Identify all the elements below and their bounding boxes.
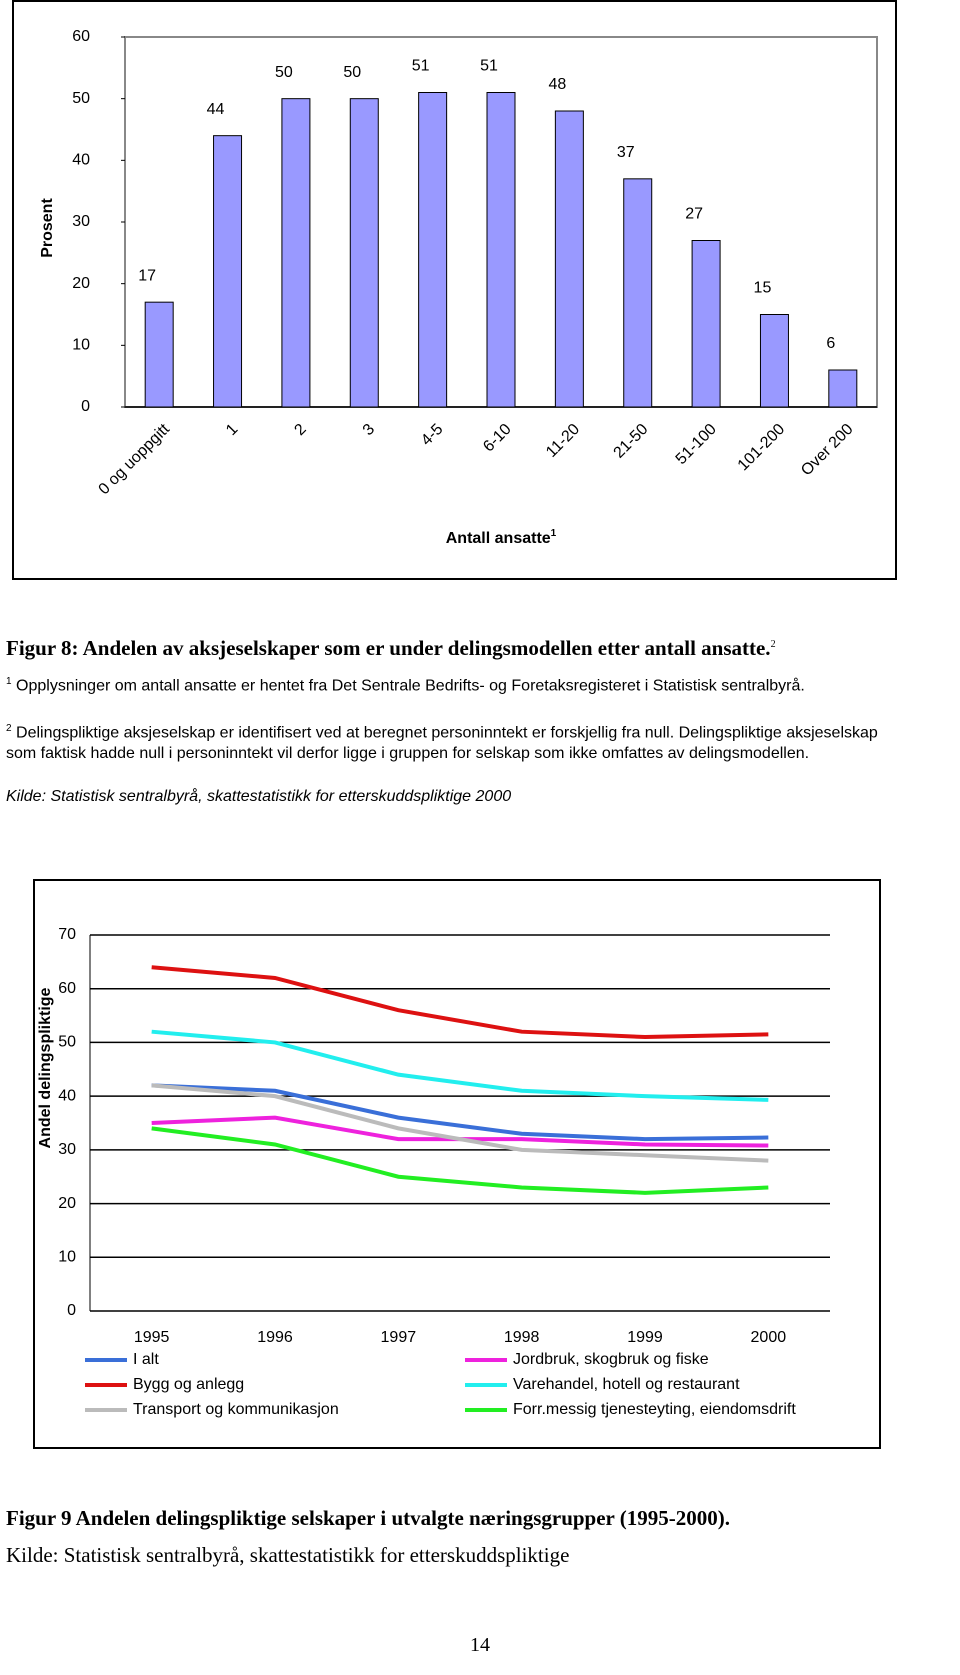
x-tick-label: 1997 xyxy=(381,1329,417,1346)
bar xyxy=(213,135,243,408)
x-tick-label: 51-100 xyxy=(673,421,720,468)
series-line xyxy=(151,1083,769,1142)
x-tick-label: 4-5 xyxy=(418,421,446,449)
legend-label: Bygg og anlegg xyxy=(133,1376,244,1393)
y-tick-label: 60 xyxy=(58,980,76,997)
figure-caption: Figur 9 Andelen delingspliktige selskape… xyxy=(6,1500,906,1574)
figure-caption: Figur 8: Andelen av aksjeselskaper som e… xyxy=(6,636,906,661)
source-note: Kilde: Statistisk sentralbyrå, skattesta… xyxy=(6,788,512,805)
footnote-text: Delingspliktige aksjeselskap er identifi… xyxy=(6,724,878,763)
y-axis-title: Andel delingspliktige xyxy=(37,987,54,1148)
x-tick-label: 11-20 xyxy=(543,421,583,461)
bar xyxy=(144,301,174,408)
y-tick-label: 40 xyxy=(58,1087,76,1104)
legend-label: Varehandel, hotell og restaurant xyxy=(513,1376,740,1393)
bar xyxy=(828,369,858,408)
bar-chart: 0 10 20 30 40 50 60 17 0 og uoppgitt 44 1 50 2 50 3 51 4… xyxy=(12,0,897,580)
bar xyxy=(759,314,789,408)
x-tick-label: 3 xyxy=(360,421,378,439)
y-tick-label: 10 xyxy=(58,1249,76,1266)
series-line xyxy=(151,1083,769,1163)
y-axis-title: Prosent xyxy=(39,198,56,258)
x-tick-label: Over 200 xyxy=(798,421,857,480)
footnote-marker: 2 xyxy=(770,639,776,650)
chart-frame xyxy=(12,0,897,580)
series-line xyxy=(151,1029,769,1102)
x-tick-label: 1996 xyxy=(257,1329,293,1346)
y-tick-label: 50 xyxy=(72,90,90,107)
bar xyxy=(349,98,379,408)
y-tick-label: 20 xyxy=(72,275,90,292)
bar xyxy=(623,178,653,408)
y-tick-label: 30 xyxy=(58,1141,76,1158)
value-label: 17 xyxy=(138,267,156,284)
x-axis-title-text: Antall ansatte xyxy=(446,530,551,547)
x-axis-title: Antall ansatte1 xyxy=(446,528,557,548)
x-tick-label: 101-200 xyxy=(735,421,789,475)
footnote-marker: 2 xyxy=(6,723,12,734)
value-label: 50 xyxy=(275,64,293,81)
y-tick-label: 70 xyxy=(58,926,76,943)
x-tick-label: 1 xyxy=(223,421,241,439)
series-line xyxy=(151,1126,769,1195)
chart-frame xyxy=(33,879,881,1449)
x-tick-label: 21-50 xyxy=(611,421,652,462)
series-line xyxy=(151,965,769,1040)
x-tick-label: 1998 xyxy=(504,1329,540,1346)
y-tick-label: 30 xyxy=(72,213,90,230)
value-label: 44 xyxy=(207,101,225,118)
bar xyxy=(554,110,584,408)
value-label: 37 xyxy=(617,144,635,161)
source-note: Kilde: Statistisk sentralbyrå, skattesta… xyxy=(6,1543,570,1567)
value-label: 6 xyxy=(826,335,835,352)
bar xyxy=(691,240,721,408)
value-label: 51 xyxy=(412,58,430,75)
x-tick-label: 0 og uoppgitt xyxy=(96,420,174,498)
y-tick-label: 50 xyxy=(58,1034,76,1051)
y-tick-label: 10 xyxy=(72,337,90,354)
value-label: 27 xyxy=(685,206,703,223)
value-label: 48 xyxy=(548,76,566,93)
value-label: 15 xyxy=(754,280,772,297)
page-number: 14 xyxy=(470,1634,490,1656)
x-tick-label: 6-10 xyxy=(480,421,515,456)
legend-label: Forr.messig tjenesteyting, eiendomsdrift xyxy=(513,1401,796,1418)
value-label: 51 xyxy=(480,58,498,75)
y-tick-label: 0 xyxy=(81,398,90,415)
y-tick-label: 40 xyxy=(72,152,90,169)
x-tick-label: 2 xyxy=(291,421,309,439)
legend-label: Transport og kommunikasjon xyxy=(133,1401,339,1418)
y-tick-label: 60 xyxy=(72,28,90,45)
y-tick-label: 20 xyxy=(58,1195,76,1212)
caption-text: Figur 9 Andelen delingspliktige selskape… xyxy=(6,1506,730,1530)
footnote: 2 Delingspliktige aksjeselskap er identi… xyxy=(6,718,906,764)
x-tick-label: 1999 xyxy=(627,1329,663,1346)
footnote-marker: 1 xyxy=(551,528,557,539)
bar xyxy=(418,92,448,408)
legend-label: I alt xyxy=(133,1351,159,1368)
value-label: 50 xyxy=(343,64,361,81)
legend-label: Jordbruk, skogbruk og fiske xyxy=(513,1351,709,1368)
bar xyxy=(486,92,516,408)
x-tick-label: 1995 xyxy=(134,1329,170,1346)
bar xyxy=(281,98,311,408)
line-chart: 0 10 20 30 40 50 60 70 1995 1996 1997 1998 1999 2000 I… xyxy=(33,879,881,1449)
caption-text: Figur 8: Andelen av aksjeselskaper som e… xyxy=(6,636,771,660)
x-tick-label: 2000 xyxy=(751,1329,787,1346)
y-tick-label: 0 xyxy=(67,1302,76,1319)
footnote-text: Opplysninger om antall ansatte er hentet… xyxy=(16,677,805,695)
footnote-marker: 1 xyxy=(6,676,12,687)
footnote: 1 Opplysninger om antall ansatte er hent… xyxy=(6,671,906,696)
